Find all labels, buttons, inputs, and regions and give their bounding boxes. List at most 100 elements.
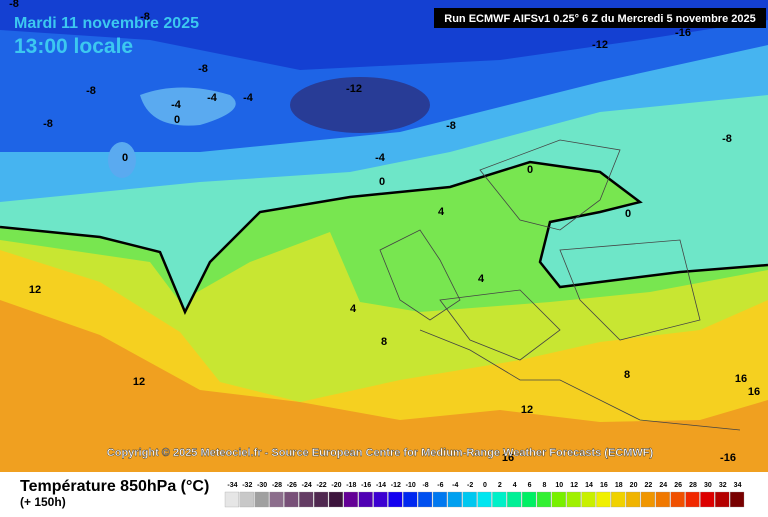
contour-label: 0 [379, 176, 385, 188]
legend-label: -20 [331, 482, 341, 489]
legend-label: -4 [452, 482, 458, 489]
contour-label: -4 [171, 99, 182, 111]
legend-swatch [224, 491, 240, 508]
contour-label: 0 [625, 208, 631, 220]
legend-swatch [388, 491, 403, 508]
contour-label: 0 [527, 164, 533, 176]
contour-label: 16 [502, 452, 514, 464]
contour-label: 8 [381, 336, 387, 348]
contour-label: 4 [478, 273, 485, 285]
legend-swatch [551, 491, 566, 508]
legend-swatch [492, 491, 507, 508]
contour-label: 8 [624, 369, 630, 381]
legend-label: -30 [257, 482, 267, 489]
contour-label: 12 [133, 376, 145, 388]
greenland-warm [140, 87, 236, 126]
copyright: Copyright © 2025 Meteociel.fr - Source E… [107, 447, 654, 459]
legend-swatch [611, 491, 626, 508]
legend-label: 12 [570, 482, 578, 489]
legend-label: 16 [600, 482, 608, 489]
legend-swatch [432, 491, 448, 508]
legend-swatch [521, 491, 537, 508]
legend-label: -28 [272, 482, 282, 489]
legend-swatch [239, 491, 254, 508]
legend-swatch [373, 491, 388, 508]
legend-label: -22 [317, 482, 327, 489]
contour-label: -12 [592, 39, 608, 51]
legend-swatch [462, 491, 477, 508]
contour-label: -8 [140, 11, 150, 23]
legend-label: -14 [376, 482, 386, 489]
legend-swatch [700, 491, 715, 508]
legend-swatch [655, 491, 670, 508]
legend-label: 2 [498, 482, 502, 489]
contour-label: 0 [122, 152, 128, 164]
legend-swatch [685, 491, 700, 508]
legend-label: -32 [242, 482, 252, 489]
legend-label: -8 [422, 482, 428, 489]
legend-label: 26 [674, 482, 682, 489]
legend-swatch [447, 491, 462, 508]
coastline [419, 329, 741, 431]
legend-swatch [715, 491, 730, 508]
contour-label: -8 [446, 120, 456, 132]
legend-title: Température 850hPa (°C) [20, 478, 209, 495]
legend-swatch [313, 491, 329, 508]
zero-isotherm [0, 160, 768, 316]
contour-label: -4 [243, 92, 254, 104]
legend-swatch [581, 491, 596, 508]
legend-swatch [507, 491, 522, 508]
contour-label: 4 [350, 303, 357, 315]
legend-label: 14 [585, 482, 593, 489]
run-info: Run ECMWF AIFSv1 0.25° 6 Z du Mercredi 5… [444, 13, 755, 25]
contour-label: -4 [207, 92, 218, 104]
legend-label: 32 [719, 482, 727, 489]
contour-label: -8 [86, 85, 96, 97]
legend-label: 6 [528, 482, 532, 489]
contour-label: 4 [438, 206, 445, 218]
legend-swatch [328, 491, 344, 508]
contour-label: -8 [43, 118, 53, 130]
legend-label: -10 [406, 482, 416, 489]
legend-swatch [566, 491, 581, 508]
legend-swatch [358, 491, 373, 508]
contour-label: 16 [735, 373, 747, 385]
legend-label: -18 [346, 482, 356, 489]
legend-label: 18 [615, 482, 623, 489]
legend-label: 4 [513, 482, 517, 489]
legend-swatch [269, 491, 284, 508]
legend-swatch [254, 491, 269, 508]
legend-swatch [596, 491, 611, 508]
legend-swatch [536, 491, 552, 508]
contour-label: 12 [29, 284, 41, 296]
contour-label: -8 [198, 63, 208, 75]
legend-label: 0 [483, 482, 487, 489]
contour-label: -16 [675, 27, 691, 39]
legend-label: 30 [704, 482, 712, 489]
contour-label: 0 [174, 114, 180, 126]
contour-label: 12 [521, 404, 533, 416]
legend-label: 10 [555, 482, 563, 489]
legend-swatch [729, 491, 745, 508]
legend-label: -2 [467, 482, 473, 489]
greenland-warm [108, 142, 136, 178]
legend-label: 24 [659, 482, 667, 489]
legend-lead: (+ 150h) [20, 495, 66, 509]
legend-label: -6 [437, 482, 443, 489]
time: 13:00 locale [14, 35, 133, 58]
legend-swatch [640, 491, 656, 508]
legend-swatch [299, 491, 314, 508]
contour-label: -8 [9, 0, 19, 10]
contour-label: -4 [375, 152, 386, 164]
contour-labels: -8 -8 -16 -12 -8 -8 -4 -4 -4 -12 0 -8 -8… [9, 0, 760, 464]
run-box [434, 8, 766, 28]
legend-swatch [417, 491, 433, 508]
cold-core [290, 77, 430, 133]
contour-label: -16 [720, 452, 736, 464]
legend-label: -26 [287, 482, 297, 489]
legend-label: 28 [689, 482, 697, 489]
legend-swatch [284, 491, 299, 508]
legend-label: -16 [361, 482, 371, 489]
